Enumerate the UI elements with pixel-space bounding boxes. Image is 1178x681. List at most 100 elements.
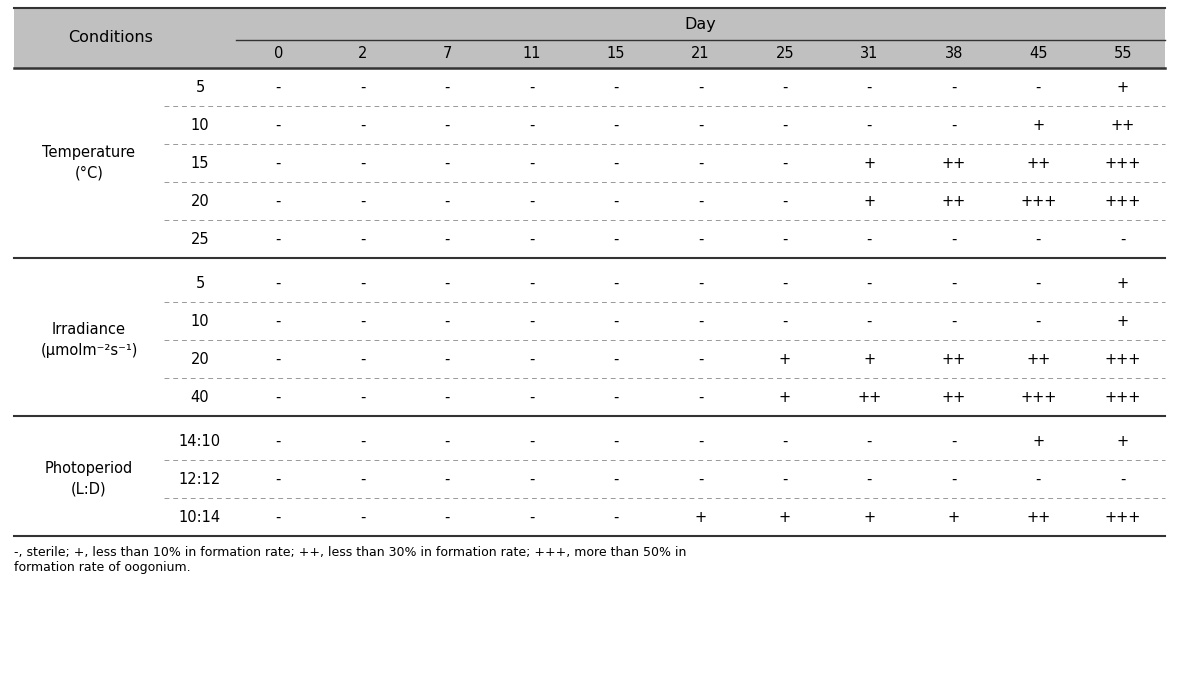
Text: 2: 2: [358, 46, 368, 61]
Text: -: -: [951, 118, 957, 133]
Text: 38: 38: [945, 46, 964, 61]
Text: 10:14: 10:14: [179, 509, 221, 524]
Text: -: -: [614, 471, 618, 486]
Text: ++: ++: [858, 390, 881, 405]
Text: ++: ++: [1111, 118, 1134, 133]
Text: -: -: [782, 193, 788, 208]
Text: 21: 21: [691, 46, 710, 61]
Text: -: -: [444, 118, 450, 133]
Text: 10: 10: [191, 313, 210, 328]
Text: -: -: [867, 434, 872, 449]
Text: 11: 11: [522, 46, 541, 61]
Text: +++: +++: [1020, 390, 1057, 405]
Text: -: -: [782, 313, 788, 328]
Text: +: +: [695, 509, 707, 524]
Text: -: -: [529, 390, 535, 405]
Text: -: -: [614, 313, 618, 328]
Text: -: -: [360, 313, 365, 328]
Text: -: -: [951, 313, 957, 328]
Text: 20: 20: [191, 193, 210, 208]
Text: -: -: [276, 155, 280, 170]
Text: -: -: [360, 351, 365, 366]
Text: -: -: [867, 118, 872, 133]
Text: +: +: [1032, 118, 1045, 133]
Text: -: -: [529, 118, 535, 133]
Text: -: -: [276, 509, 280, 524]
Text: -: -: [782, 434, 788, 449]
Text: -: -: [614, 232, 618, 247]
Text: -: -: [697, 232, 703, 247]
Text: -: -: [867, 313, 872, 328]
Text: -: -: [276, 193, 280, 208]
Text: +: +: [779, 390, 790, 405]
Text: -: -: [697, 313, 703, 328]
Text: 20: 20: [191, 351, 210, 366]
Text: -: -: [867, 276, 872, 291]
Text: -: -: [360, 155, 365, 170]
Text: -: -: [614, 155, 618, 170]
Text: 15: 15: [607, 46, 626, 61]
Text: +: +: [1117, 276, 1129, 291]
Text: -: -: [360, 276, 365, 291]
Text: -: -: [614, 80, 618, 95]
Text: -: -: [360, 471, 365, 486]
Text: -: -: [360, 232, 365, 247]
Text: -: -: [529, 434, 535, 449]
Text: -: -: [614, 434, 618, 449]
Text: -: -: [529, 313, 535, 328]
Text: -: -: [360, 390, 365, 405]
Text: -: -: [444, 434, 450, 449]
Text: ++: ++: [941, 155, 966, 170]
Text: -: -: [444, 390, 450, 405]
Text: -, sterile; +, less than 10% in formation rate; ++, less than 30% in formation r: -, sterile; +, less than 10% in formatio…: [14, 546, 687, 574]
Text: 25: 25: [191, 232, 210, 247]
Text: -: -: [360, 80, 365, 95]
Text: -: -: [529, 155, 535, 170]
Text: 7: 7: [443, 46, 452, 61]
Text: -: -: [697, 193, 703, 208]
Text: -: -: [276, 434, 280, 449]
Text: -: -: [276, 390, 280, 405]
Text: -: -: [529, 193, 535, 208]
Text: -: -: [276, 313, 280, 328]
Text: ++: ++: [941, 390, 966, 405]
Text: 31: 31: [860, 46, 879, 61]
Text: -: -: [867, 80, 872, 95]
Text: -: -: [697, 434, 703, 449]
Text: -: -: [697, 276, 703, 291]
Text: -: -: [444, 313, 450, 328]
Text: +: +: [863, 155, 875, 170]
Text: -: -: [444, 232, 450, 247]
Text: -: -: [276, 232, 280, 247]
Text: +: +: [779, 351, 790, 366]
Text: -: -: [951, 80, 957, 95]
Text: -: -: [1035, 276, 1041, 291]
Text: -: -: [614, 351, 618, 366]
Text: -: -: [444, 80, 450, 95]
Text: +: +: [1117, 80, 1129, 95]
Text: -: -: [614, 276, 618, 291]
Text: -: -: [1035, 313, 1041, 328]
Bar: [14, 8, 1165, 68]
Text: -: -: [276, 276, 280, 291]
Text: -: -: [697, 471, 703, 486]
Text: -: -: [444, 193, 450, 208]
Text: +++: +++: [1105, 509, 1141, 524]
Text: -: -: [276, 118, 280, 133]
Text: -: -: [951, 232, 957, 247]
Text: -: -: [951, 276, 957, 291]
Text: -: -: [276, 80, 280, 95]
Text: -: -: [529, 276, 535, 291]
Text: +: +: [1032, 434, 1045, 449]
Text: -: -: [444, 351, 450, 366]
Text: -: -: [697, 390, 703, 405]
Text: 12:12: 12:12: [179, 471, 221, 486]
Text: -: -: [529, 80, 535, 95]
Text: 15: 15: [191, 155, 210, 170]
Text: -: -: [697, 118, 703, 133]
Text: -: -: [360, 193, 365, 208]
Text: -: -: [614, 193, 618, 208]
Text: -: -: [444, 471, 450, 486]
Text: +: +: [1117, 313, 1129, 328]
Text: +++: +++: [1020, 193, 1057, 208]
